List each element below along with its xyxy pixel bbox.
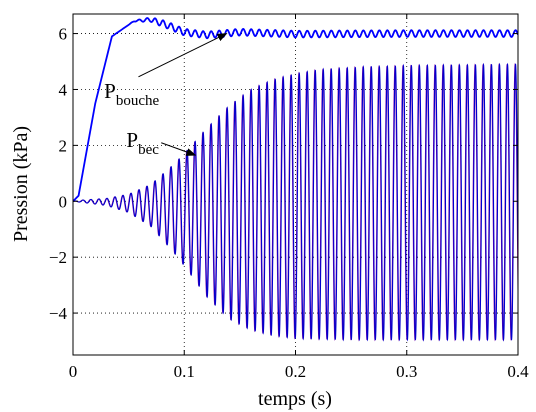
y-tick-label-0: −4 bbox=[49, 304, 68, 323]
annotation-label-1: Pbec bbox=[126, 128, 159, 158]
annotation-arrow-0 bbox=[138, 33, 228, 78]
y-tick-label-1: −2 bbox=[49, 248, 67, 267]
y-tick-label-4: 4 bbox=[59, 80, 68, 99]
y-tick-label-3: 2 bbox=[59, 136, 68, 155]
annotation-label-0: Pbouche bbox=[104, 79, 159, 109]
axis-ticks: 0 0.1 0.2 0.3 0.4 −4 −2 0 2 4 6 bbox=[49, 14, 529, 381]
x-tick-label-0: 0 bbox=[69, 362, 78, 381]
y-axis-label: Pression (kPa) bbox=[10, 126, 32, 242]
y-tick-label-2: 0 bbox=[59, 192, 68, 211]
annotation-main-0: P bbox=[104, 79, 116, 103]
annotation-sub-0: bouche bbox=[116, 93, 160, 109]
x-tick-label-1: 0.1 bbox=[174, 362, 195, 381]
x-tick-label-4: 0.4 bbox=[507, 362, 529, 381]
x-tick-label-3: 0.3 bbox=[396, 362, 417, 381]
annotation-sub-1: bec bbox=[138, 142, 159, 158]
x-tick-label-2: 0.2 bbox=[285, 362, 306, 381]
series-p-bouche bbox=[73, 17, 518, 202]
series-p-bec bbox=[73, 62, 518, 342]
series-layer bbox=[73, 17, 518, 342]
x-axis-label: temps (s) bbox=[258, 388, 332, 410]
y-tick-label-5: 6 bbox=[59, 25, 68, 44]
annotation-main-1: P bbox=[126, 128, 138, 152]
annotation-arrow-1 bbox=[161, 142, 197, 156]
